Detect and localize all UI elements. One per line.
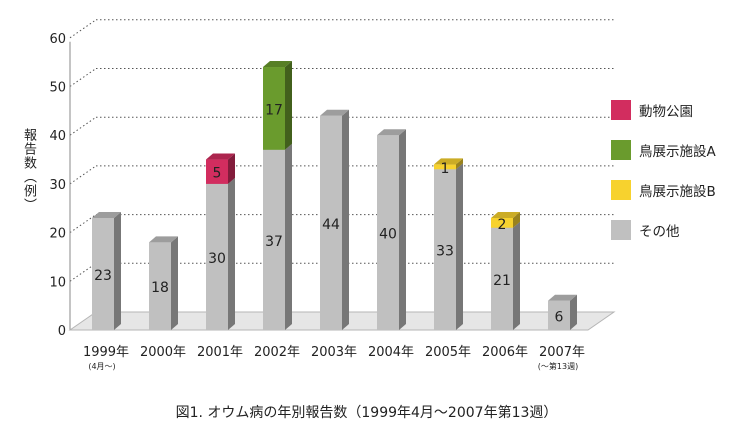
bar-front xyxy=(377,135,399,330)
bar-value-label: 33 xyxy=(436,244,454,260)
bar-front xyxy=(149,242,171,330)
bars-layer xyxy=(92,61,577,330)
y-axis-label: 報告数（例） xyxy=(21,128,36,212)
bar-side xyxy=(285,61,292,150)
x-tick-note: (4月〜) xyxy=(88,362,115,371)
legend-item-zoo: 動物公園 xyxy=(611,99,716,121)
x-tick-label: 2007年 xyxy=(539,345,585,360)
legend-label: 鳥展示施設A xyxy=(639,144,716,160)
bar-side xyxy=(285,143,292,330)
bar-side xyxy=(342,109,349,330)
bar-front xyxy=(491,217,513,228)
x-tick-label: 2006年 xyxy=(482,345,528,360)
y-tick-label: 20 xyxy=(49,227,66,242)
bar-side xyxy=(399,129,406,330)
bar-side xyxy=(114,211,121,330)
bar-value-label: 40 xyxy=(379,227,397,243)
bar-top xyxy=(92,211,121,218)
x-tick-label: 2004年 xyxy=(368,345,414,360)
legend-swatch xyxy=(611,220,631,240)
bar-value-label: 30 xyxy=(208,251,226,267)
bar-value-label: 2 xyxy=(498,217,507,233)
x-tick-label: 2002年 xyxy=(254,345,300,360)
labels-layer: 23 1999年 (4月〜) 18 2000年 30 5 2001年 37 17 2002年 44 20… xyxy=(83,102,585,371)
bar-side xyxy=(570,294,577,330)
legend: 動物公園 鳥展示施設A 鳥展示施設B その他 xyxy=(611,99,716,259)
bar-value-label: 17 xyxy=(265,102,283,118)
gridline-diagonal xyxy=(69,262,97,282)
y-tick-label: 10 xyxy=(49,275,66,290)
legend-item-other: その他 xyxy=(611,219,716,241)
legend-item-bird-facility-b: 鳥展示施設B xyxy=(611,179,716,201)
gridline-diagonal xyxy=(69,116,97,136)
bar-value-label: 18 xyxy=(151,280,169,296)
x-tick-label: 2005年 xyxy=(425,345,471,360)
legend-swatch xyxy=(611,100,631,120)
bar-top xyxy=(320,109,349,116)
bar-top xyxy=(263,61,292,68)
bar-top xyxy=(377,129,406,136)
x-tick-label: 2003年 xyxy=(311,345,357,360)
y-tick-label: 30 xyxy=(49,178,66,193)
bar-front xyxy=(92,217,114,330)
legend-label: その他 xyxy=(639,224,680,240)
bar-front xyxy=(263,149,285,330)
y-tick-label: 60 xyxy=(49,32,66,47)
x-tick-label: 2001年 xyxy=(197,345,243,360)
grid-layer: 0 10 20 30 40 50 60 xyxy=(49,19,614,339)
bar-value-label: 37 xyxy=(265,234,283,250)
legend-swatch xyxy=(611,180,631,200)
legend-label: 鳥展示施設B xyxy=(639,184,716,200)
bar-value-label: 5 xyxy=(213,166,222,182)
y-tick-label: 50 xyxy=(49,81,66,96)
bar-value-label: 1 xyxy=(441,161,450,177)
bar-value-label: 21 xyxy=(493,273,511,289)
bar-front xyxy=(491,227,513,330)
y-tick-label: 0 xyxy=(58,324,66,339)
bar-value-label: 6 xyxy=(555,309,564,325)
legend-swatch xyxy=(611,140,631,160)
bar-side xyxy=(228,177,235,330)
bar-front xyxy=(548,300,570,330)
legend-label: 動物公園 xyxy=(639,104,693,120)
bar-side xyxy=(456,163,463,330)
bar-top xyxy=(149,236,178,243)
bar-side xyxy=(171,236,178,330)
bar-front xyxy=(206,159,228,184)
bar-front xyxy=(206,183,228,330)
legend-item-bird-facility-a: 鳥展示施設A xyxy=(611,139,716,161)
bar-top xyxy=(548,294,577,301)
bar-side xyxy=(513,221,520,330)
figure-caption: 図1. オウム病の年別報告数（1999年4月〜2007年第13週） xyxy=(175,405,558,421)
bar-side xyxy=(456,158,463,170)
bar-top xyxy=(206,153,235,160)
gridline-diagonal xyxy=(69,214,97,234)
bar-value-label: 44 xyxy=(322,217,340,233)
x-tick-label: 1999年 xyxy=(83,345,129,360)
bar-front xyxy=(320,115,342,330)
bar-front xyxy=(263,67,285,150)
gridline-diagonal xyxy=(69,19,97,39)
gridline-diagonal xyxy=(69,68,97,87)
bar-top xyxy=(491,211,520,218)
y-tick-label: 40 xyxy=(49,129,66,144)
gridline-diagonal xyxy=(69,165,97,185)
bar-value-label: 23 xyxy=(94,268,112,284)
x-tick-note: (〜第13週) xyxy=(538,361,578,371)
bar-top xyxy=(434,158,463,165)
bar-side xyxy=(228,153,235,184)
bar-side xyxy=(513,211,520,228)
bar-front xyxy=(434,169,456,330)
bar-front xyxy=(434,164,456,170)
x-tick-label: 2000年 xyxy=(140,345,186,360)
